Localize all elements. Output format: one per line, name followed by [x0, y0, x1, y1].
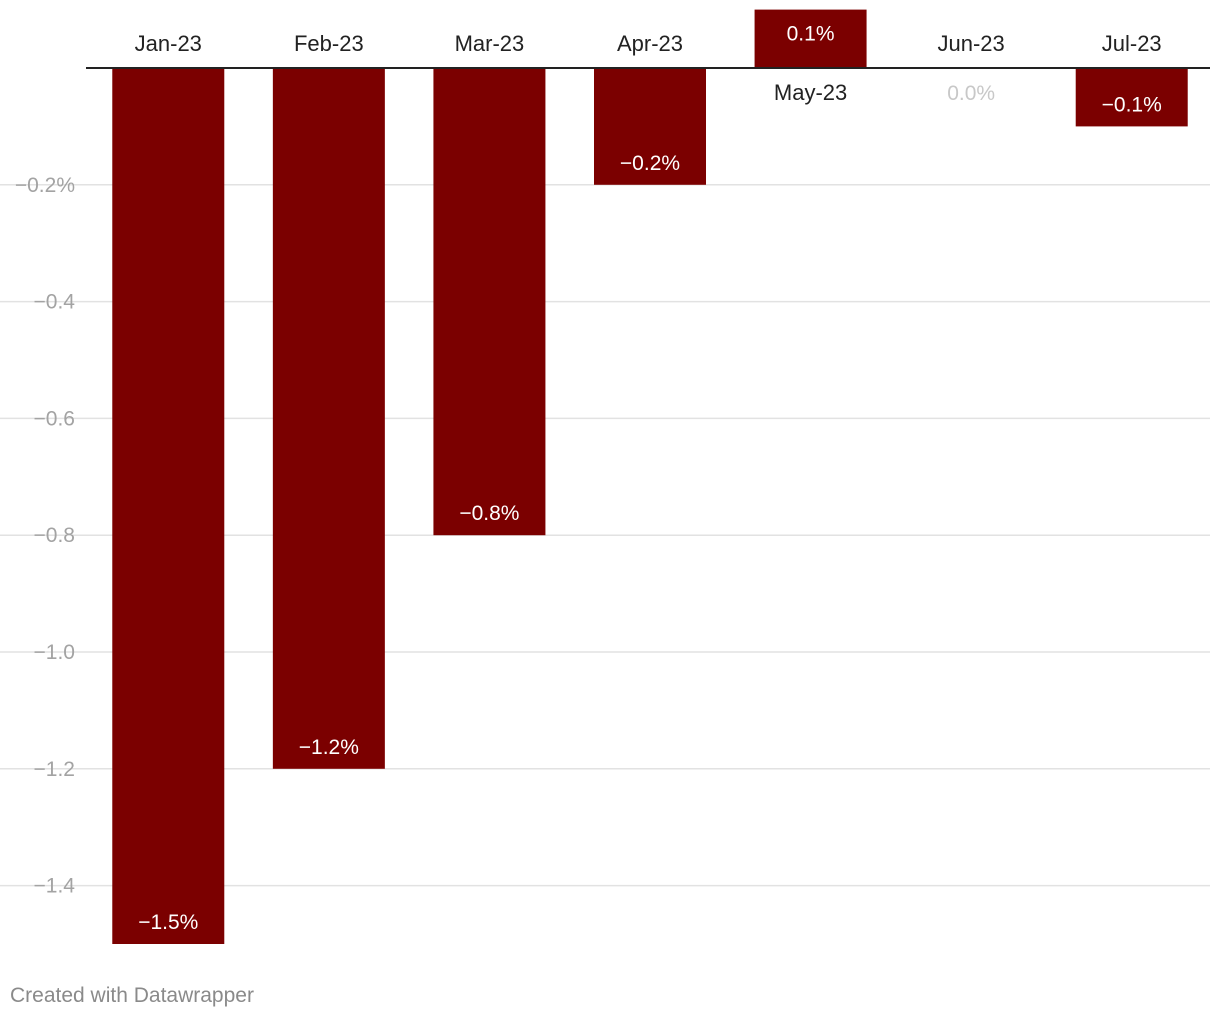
bar-value-labels: −1.5% −1.2% −0.8% −0.2% 0.1% 0.0% −0.1%: [138, 23, 1162, 934]
bar-value-label: 0.0%: [947, 82, 995, 105]
y-tick-label: −0.2%: [15, 174, 75, 197]
bar-chart: −0.2% −0.4 −0.6 −0.8 −1.0 −1.2 −1.4 Jan-23 Feb-…: [0, 9, 1210, 944]
bar: [1075, 68, 1188, 127]
x-category-label: Apr-23: [617, 31, 683, 56]
x-category-label: Feb-23: [294, 31, 364, 56]
x-category-label: Jul-23: [1102, 31, 1162, 56]
bar: [594, 68, 706, 185]
bar-value-label: −0.8%: [459, 502, 519, 525]
y-tick-label: −1.4: [34, 875, 76, 898]
bar-value-label: −0.1%: [1102, 93, 1162, 116]
y-tick-label: −0.6: [34, 407, 75, 430]
bar-value-label: −1.5%: [138, 911, 198, 934]
y-tick-label: −0.8: [34, 524, 75, 547]
x-category-label: May-23: [774, 80, 847, 105]
x-category-label: Mar-23: [455, 31, 525, 56]
bar: [272, 68, 385, 769]
x-axis-category-labels: Jan-23 Feb-23 Mar-23 Apr-23 May-23 Jun-23 Jul-…: [135, 31, 1162, 105]
bar: [112, 68, 225, 944]
bar: [433, 68, 546, 536]
bar-value-label: 0.1%: [787, 23, 835, 46]
bar-value-label: −0.2%: [620, 152, 680, 175]
y-tick-label: −0.4: [34, 291, 76, 314]
x-category-label: Jan-23: [135, 31, 202, 56]
bar-value-label: −1.2%: [299, 736, 359, 759]
y-tick-label: −1.2: [34, 758, 75, 781]
y-axis-tick-labels: −0.2% −0.4 −0.6 −0.8 −1.0 −1.2 −1.4: [15, 174, 75, 898]
x-category-label: Jun-23: [938, 31, 1005, 56]
y-tick-label: −1.0: [34, 641, 75, 664]
bars: [112, 9, 1188, 944]
bar: [754, 9, 867, 69]
datawrapper-credit: Created with Datawrapper: [10, 984, 254, 1007]
